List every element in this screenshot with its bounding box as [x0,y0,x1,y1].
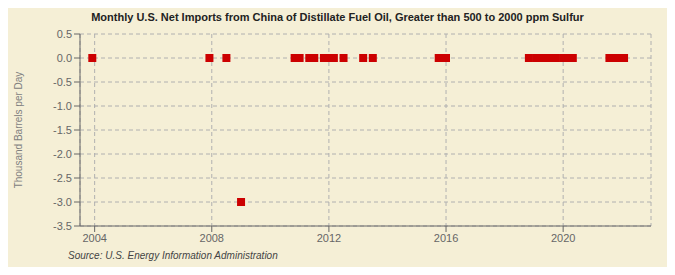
svg-text:-2.0: -2.0 [53,148,72,160]
svg-text:-3.5: -3.5 [53,220,72,232]
svg-text:-1.5: -1.5 [53,124,72,136]
svg-text:0.0: 0.0 [57,52,72,64]
html-text:Monthly U.S. Net Imports from: Monthly U.S. Net Imports from China of D… [91,11,584,23]
svg-text:Thousand Barrels per Day: Thousand Barrels per Day [13,72,24,189]
svg-text:2004: 2004 [82,232,106,244]
svg-text:2008: 2008 [200,232,224,244]
svg-text:-3.0: -3.0 [53,196,72,208]
svg-text:-0.5: -0.5 [53,76,72,88]
svg-text:2016: 2016 [434,232,458,244]
svg-text:-2.5: -2.5 [53,172,72,184]
svg-text:2012: 2012 [317,232,341,244]
svg-text:2020: 2020 [551,232,575,244]
html-text:Source: U.S. Energy Informatio: Source: U.S. Energy Information Administ… [68,250,278,261]
svg-text:0.5: 0.5 [57,28,72,40]
svg-text:-1.0: -1.0 [53,100,72,112]
